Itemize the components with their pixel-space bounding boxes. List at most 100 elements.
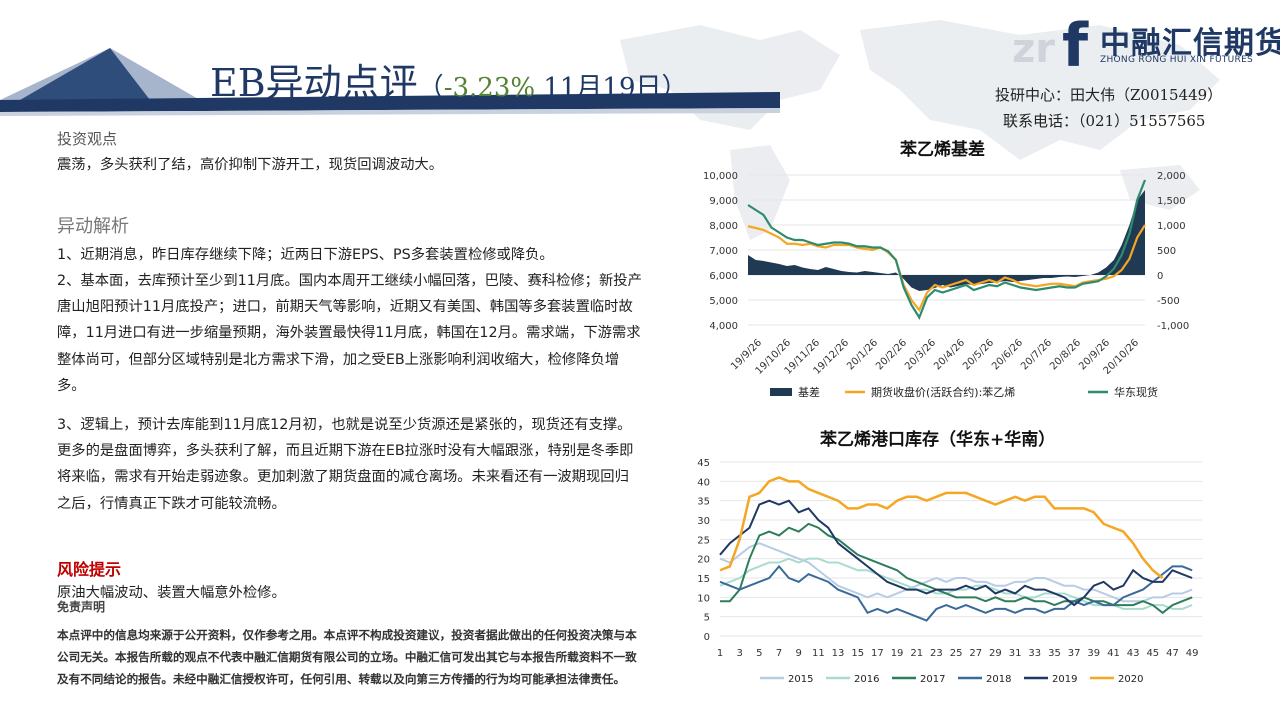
chart2-ytick: 5: [704, 613, 710, 624]
page-title-close: ）: [661, 73, 688, 103]
chart2-xtick: 37: [1068, 648, 1081, 659]
chart2-title: 苯乙烯港口库存（华东+华南）: [820, 430, 1056, 450]
chart1-xtick: 20/3/26: [903, 337, 938, 372]
chart2-ytick: 30: [697, 516, 710, 527]
analysis-p2: 2、基本面，去库预计至少到11月底。国内本周开工继续小幅回落，巴陵、赛科检修；新…: [57, 273, 642, 394]
company-logo-mark: zr f: [1012, 11, 1089, 80]
chart2-xtick: 47: [1166, 648, 1179, 659]
chart2-series-line-2015: [719, 542, 1193, 603]
analysis-p3: 3、逻辑上，预计去库能到11月底12月初，也就是说至少货源还是紧张的，现货还有支…: [57, 417, 634, 512]
chart1-ytick-left: 6,000: [709, 271, 738, 282]
chart2-xtick: 31: [1009, 648, 1022, 659]
chart2-xtick: 23: [930, 648, 943, 659]
chart1-ytick-left: 9,000: [709, 196, 738, 207]
chart1-xtick: 20/4/26: [932, 337, 967, 372]
view-heading: 投资观点: [57, 130, 118, 148]
chart2-legend-label: 2018: [986, 674, 1011, 685]
risk-heading: 风险提示: [57, 560, 122, 579]
chart1-xtick: 20/6/26: [990, 337, 1025, 372]
chart2-xtick: 29: [989, 648, 1002, 659]
chart2-ytick: 15: [697, 574, 710, 585]
chart1-legend-swatch-basis: [770, 388, 792, 396]
chart2-xtick: 45: [1146, 648, 1159, 659]
chart1-ytick-right: 1,000: [1157, 221, 1186, 232]
chart2-xtick: 41: [1107, 648, 1120, 659]
page-title-main: EB异动点评: [210, 61, 418, 105]
chart2-legend-label: 2016: [854, 674, 879, 685]
company-name-cn: 中融汇信期货: [1100, 26, 1280, 61]
chart2-xtick: 5: [756, 648, 762, 659]
chart1-ytick-left: 8,000: [709, 221, 738, 232]
chart1-ytick-right: 0: [1157, 271, 1163, 282]
chart2-ytick: 10: [697, 593, 710, 604]
chart1-xtick: 20/2/26: [874, 337, 909, 372]
analysis-p1: 1、近期消息，昨日库存继续下降；近两日下游EPS、PS多套装置检修或降负。: [57, 247, 554, 263]
chart2-xtick: 17: [871, 648, 884, 659]
basis-chart: 10,000 9,000 8,000 7,000 6,000 5,000 4,000 2,00…: [703, 171, 1189, 399]
chart2-ytick: 0: [704, 632, 710, 643]
banner-stripe-shadow: [0, 108, 780, 116]
chart1-series-spot-line: [747, 179, 1147, 320]
chart2-ytick: 35: [697, 497, 710, 508]
chart1-ytick-left: 5,000: [709, 296, 738, 307]
chart2-xtick: 43: [1127, 648, 1140, 659]
logo-mark-f: f: [1062, 11, 1089, 80]
researcher-info: 投研中心：田大伟（Z0015449）: [995, 86, 1223, 104]
chart2-legend-label: 2019: [1052, 674, 1077, 685]
chart2-xtick: 49: [1186, 648, 1199, 659]
chart2-xtick: 3: [736, 648, 742, 659]
chart2-xtick: 13: [832, 648, 845, 659]
chart1-ytick-right: -500: [1157, 296, 1180, 307]
chart1-ytick-right: -1,000: [1157, 321, 1189, 332]
chart2-series-line-2019: [719, 499, 1193, 607]
chart2-ytick: 45: [697, 458, 710, 469]
header-banner: [0, 48, 780, 116]
banner-triangle-dark: [20, 48, 150, 100]
chart2-xtick: 25: [950, 648, 963, 659]
page-title-open: （: [417, 73, 444, 103]
chart2-xtick: 7: [776, 648, 782, 659]
chart1-xtick: 20/8/26: [1048, 337, 1083, 372]
view-text: 震荡，多头获利了结，高价抑制下游开工，现货回调波动大。: [57, 157, 444, 173]
chart2-ytick: 20: [697, 555, 710, 566]
page-title-change: -3.23%: [443, 73, 536, 103]
chart1-xtick: 20/7/26: [1019, 337, 1054, 372]
chart1-ytick-right: 2,000: [1157, 171, 1186, 182]
page-title-date: 11月19日: [535, 73, 662, 103]
chart1-legend-label: 华东现货: [1114, 385, 1158, 399]
banner-stripe: [0, 92, 780, 112]
chart2-series-line-2020: [719, 476, 1164, 579]
chart2-xtick: 1: [717, 648, 723, 659]
chart2-ytick: 40: [697, 477, 710, 488]
chart2-xtick: 21: [910, 648, 923, 659]
chart1-series-futures-line: [747, 224, 1146, 313]
chart2-legend-label: 2015: [788, 674, 813, 685]
chart2-xtick: 39: [1087, 648, 1100, 659]
chart2-xtick: 15: [851, 648, 864, 659]
logo-mark-letters: zr: [1012, 26, 1055, 72]
chart1-title: 苯乙烯基差: [900, 140, 985, 160]
chart2-xtick: 9: [796, 648, 802, 659]
chart2-xtick: 27: [969, 648, 982, 659]
disclaimer-heading: 免责声明: [57, 600, 106, 614]
phone-info: 联系电话：（021）51557565: [1003, 112, 1206, 130]
chart2-ytick: 25: [697, 535, 710, 546]
chart2-xtick: 35: [1048, 648, 1061, 659]
chart1-ytick-left: 10,000: [703, 171, 738, 182]
chart2-legend-label: 2020: [1118, 674, 1143, 685]
chart1-ytick-right: 1,500: [1157, 196, 1186, 207]
chart1-xtick: 20/5/26: [961, 337, 996, 372]
chart2-xtick: 11: [812, 648, 825, 659]
chart2-xtick: 33: [1028, 648, 1041, 659]
page-title: EB异动点评（-3.23% 11月19日）: [210, 52, 688, 107]
chart1-ytick-right: 500: [1157, 246, 1176, 257]
chart2-legend-label: 2017: [920, 674, 945, 685]
chart1-xtick: 20/1/26: [845, 337, 880, 372]
risk-text: 原油大幅波动、装置大幅意外检修。: [57, 585, 286, 601]
disclaimer-text: 本点评中的信息均来源于公开资料，仅作参考之用。本点评不构成投资建议，投资者据此做…: [57, 628, 637, 686]
company-name-en: ZHONG RONG HUI XIN FUTURES: [1100, 55, 1254, 65]
chart1-legend-label: 期货收盘价(活跃合约):苯乙烯: [871, 385, 1015, 399]
chart2-xtick: 19: [891, 648, 904, 659]
chart2-series-line-2018: [719, 564, 1193, 622]
